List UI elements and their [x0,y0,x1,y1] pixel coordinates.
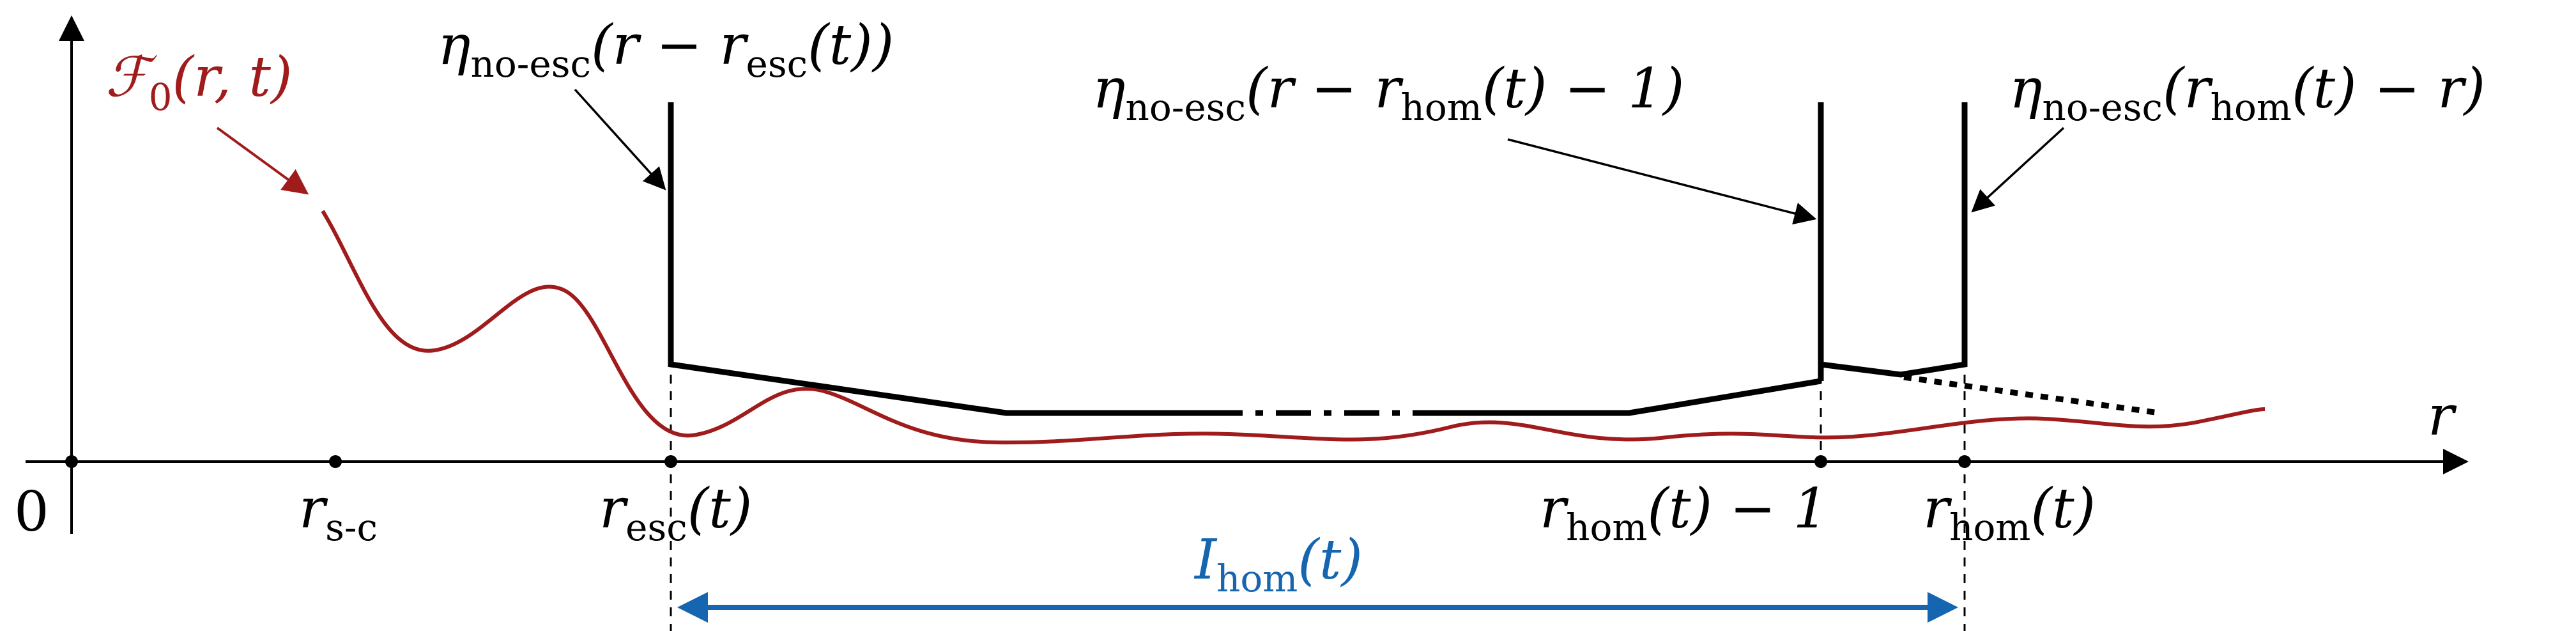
cutoff-left-wall [668,102,1208,416]
origin-label: 0 [14,480,49,544]
f0-args: (r, t) [172,45,293,109]
rsc-label: rs-c [299,477,378,549]
f0-label: ℱ0(r, t) [105,45,293,119]
r-axis-label: r [2428,384,2457,448]
eta2-label: ηno-esc(r − rhom(t) − 1) [1092,57,1684,129]
rsc-point [329,455,342,468]
eta1-label: ηno-esc(r − resc(t)) [438,13,894,86]
f0-curve [321,210,2266,445]
f0-pointer [216,127,309,195]
rhom-label: rhom(t) [1923,477,2096,549]
eta2-pointer [1507,138,1817,225]
eta1-pointer [574,88,666,191]
eta3-label: ηno-esc(rhom(t) − r) [2009,57,2485,129]
cutoff-dotted-extension [1903,374,2160,416]
f0-sub: 0 [149,75,172,119]
cutoff-inner-wall [1818,102,1968,381]
ihom-label: Ihom(t) [1193,528,1363,600]
rhom1-label: rhom(t) − 1 [1540,477,1828,549]
resc-label: resc(t) [599,477,752,549]
cutoff-right-part [1438,378,1821,416]
f0-main: ℱ [105,45,157,109]
eta3-pointer [1971,127,2065,213]
origin-point [65,455,78,468]
